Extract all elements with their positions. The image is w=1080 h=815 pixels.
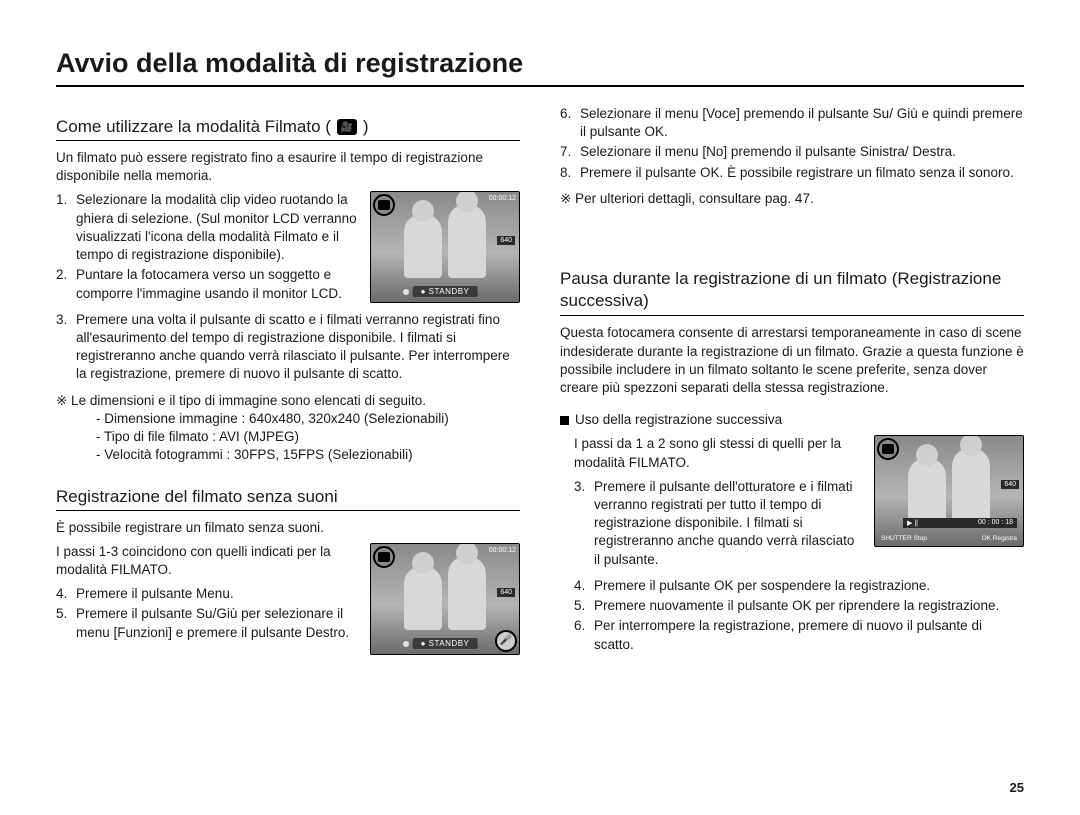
spec-note: ※ Le dimensioni e il tipo di immagine so… (56, 392, 520, 465)
step-7-text: Selezionare il menu [No] premendo il pul… (580, 144, 956, 159)
section3-lead: I passi da 1 a 2 sono gli stessi di quel… (560, 435, 864, 471)
section1-intro: Un filmato può essere registrato fino a … (56, 149, 520, 185)
figure-topbar: 00:00:12 (374, 195, 516, 202)
step-2-text: Puntare la fotocamera verso un soggetto … (76, 267, 342, 300)
s3-step-6: 6.Per interrompere la registrazione, pre… (574, 617, 1024, 653)
section2-heading: Registrazione del filmato senza suoni (56, 487, 520, 511)
section3-subhead-text: Uso della registrazione successiva (575, 412, 782, 427)
page-number: 25 (1010, 780, 1024, 795)
mic-off-icon: 🎤 (495, 630, 517, 652)
step-4: 4.Premere il pulsante Menu. (56, 585, 360, 603)
section3-intro: Questa fotocamera consente di arrestarsi… (560, 324, 1024, 397)
step-1-text: Selezionare la modalità clip video ruota… (76, 192, 357, 262)
figure3-time: 00 : 00 : 18 (978, 519, 1013, 527)
s3-step-3-text: Premere il pulsante dell'otturatore e i … (594, 479, 854, 567)
figure3-timebar: ▶ ||00 : 00 : 18 (903, 518, 1017, 528)
two-column-layout: Come utilizzare la modalità Filmato ( 🎥 … (56, 105, 1024, 662)
section2-intro: È possibile registrare un filmato senza … (56, 519, 520, 537)
spec-fps: - Velocità fotogrammi : 30FPS, 15FPS (Se… (96, 446, 520, 464)
figure1-standby: ● STANDBY (413, 286, 478, 297)
figure3-ok: OK Registra (982, 535, 1017, 542)
square-bullet-icon (560, 416, 569, 425)
spec-dim: - Dimensione immagine : 640x480, 320x240… (96, 410, 520, 428)
section3-steps-with-figure: I passi da 1 a 2 sono gli stessi di quel… (560, 435, 1024, 577)
page-title: Avvio della modalità di registrazione (56, 48, 1024, 87)
step-8: 8.Premere il pulsante OK. È possibile re… (560, 164, 1024, 182)
figure1-time: 00:00:12 (489, 195, 516, 202)
section1-heading-close: ) (363, 117, 369, 137)
figure3-shutter: SHUTTER Stop (881, 535, 927, 542)
section1-steps-with-figure: 1.Selezionare la modalità clip video ruo… (56, 191, 520, 310)
section2-steps-with-figure: I passi 1-3 coincidono con quelli indica… (56, 543, 520, 655)
section2-lead: I passi 1-3 coincidono con quelli indica… (56, 543, 360, 579)
step-8-text: Premere il pulsante OK. È possibile regi… (580, 165, 1014, 180)
s3-step-3: 3.Premere il pulsante dell'otturatore e … (574, 478, 864, 569)
lcd-figure-1: 00:00:12 640 ● STANDBY (370, 191, 520, 303)
section2-cont-steps: 6.Selezionare il menu [Voce] premendo il… (560, 105, 1024, 182)
spec-note-lead: ※ Le dimensioni e il tipo di immagine so… (56, 392, 520, 410)
left-column: Come utilizzare la modalità Filmato ( 🎥 … (56, 105, 520, 662)
figure2-standby: ● STANDBY (413, 638, 478, 649)
s3-step-5: 5.Premere nuovamente il pulsante OK per … (574, 597, 1024, 615)
section1-step-list-cont: 3.Premere una volta il pulsante di scatt… (56, 311, 520, 384)
details-note: ※ Per ulteriori dettagli, consultare pag… (560, 190, 1024, 208)
section1-heading: Come utilizzare la modalità Filmato ( 🎥 … (56, 117, 520, 141)
step-5: 5.Premere il pulsante Su/Giù per selezio… (56, 605, 360, 641)
step-3: 3.Premere una volta il pulsante di scatt… (56, 311, 520, 384)
s3-step-6-text: Per interrompere la registrazione, preme… (594, 618, 982, 651)
spec-type: - Tipo di file filmato : AVI (MJPEG) (96, 428, 520, 446)
video-mode-icon: 🎥 (337, 119, 357, 135)
step-3-text: Premere una volta il pulsante di scatto … (76, 312, 510, 382)
step-4-text: Premere il pulsante Menu. (76, 586, 234, 601)
section1-heading-text: Come utilizzare la modalità Filmato ( (56, 117, 331, 137)
right-column: 6.Selezionare il menu [Voce] premendo il… (560, 105, 1024, 662)
step-6-text: Selezionare il menu [Voce] premendo il p… (580, 106, 1023, 139)
section2-step-list: 4.Premere il pulsante Menu. 5.Premere il… (56, 585, 360, 642)
section3-step-list-a: 3.Premere il pulsante dell'otturatore e … (560, 478, 864, 569)
step-5-text: Premere il pulsante Su/Giù per seleziona… (76, 606, 349, 639)
s3-step-4: 4.Premere il pulsante OK per sospendere … (574, 577, 1024, 595)
step-1: 1.Selezionare la modalità clip video ruo… (56, 191, 360, 264)
figure2-time: 00:00:12 (489, 547, 516, 554)
section3-step-list-b: 4.Premere il pulsante OK per sospendere … (560, 577, 1024, 654)
mode-icon-circle-3 (877, 438, 899, 460)
lcd-figure-2: 00:00:12 640 ● STANDBY 🎤 (370, 543, 520, 655)
s3-step-4-text: Premere il pulsante OK per sospendere la… (594, 578, 930, 593)
step-6: 6.Selezionare il menu [Voce] premendo il… (560, 105, 1024, 141)
s3-step-5-text: Premere nuovamente il pulsante OK per ri… (594, 598, 999, 613)
figure3-shutterbar: SHUTTER Stop OK Registra (881, 535, 1017, 542)
lcd-figure-3: 640 ▶ ||00 : 00 : 18 SHUTTER Stop OK Reg… (874, 435, 1024, 547)
section1-step-list: 1.Selezionare la modalità clip video ruo… (56, 191, 360, 302)
section3-subhead: Uso della registrazione successiva (560, 411, 1024, 429)
step-2: 2.Puntare la fotocamera verso un soggett… (56, 266, 360, 302)
section3-heading: Pausa durante la registrazione di un fil… (560, 268, 1024, 316)
step-7: 7.Selezionare il menu [No] premendo il p… (560, 143, 1024, 161)
